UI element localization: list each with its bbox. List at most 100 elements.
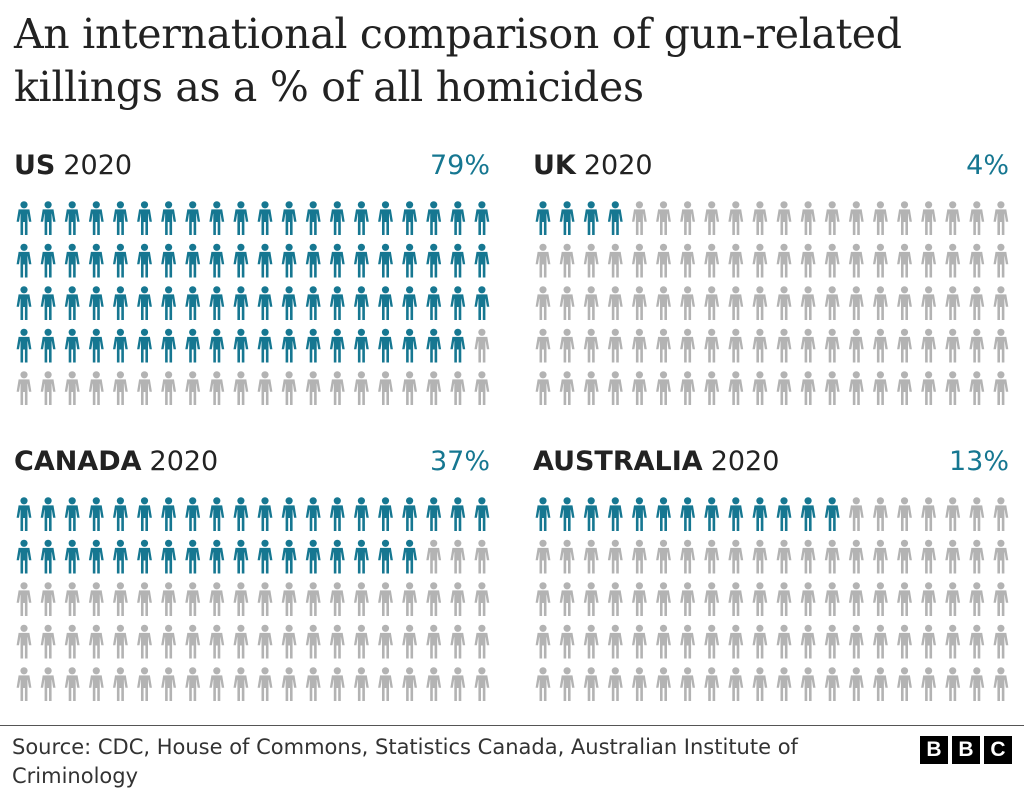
person-icon <box>233 582 249 616</box>
person-icon <box>474 667 490 701</box>
percentage-label: 79% <box>429 150 490 181</box>
person-icon <box>848 624 864 659</box>
person-icon <box>969 667 985 701</box>
person-icon-highlighted <box>378 539 393 574</box>
person-icon-highlighted <box>137 286 152 320</box>
person-icon <box>656 667 671 701</box>
person-icon-highlighted <box>88 286 104 320</box>
person-icon <box>535 243 551 278</box>
person-icon <box>40 371 56 405</box>
panel-australia: AUSTRALIA 2020 13% <box>533 446 1009 701</box>
person-icon <box>450 667 466 701</box>
person-icon <box>88 371 104 405</box>
person-icon-highlighted <box>137 201 152 235</box>
person-icon <box>993 201 1009 235</box>
person-icon-highlighted <box>426 328 442 363</box>
pictogram-grid <box>14 496 490 701</box>
person-icon <box>993 371 1009 405</box>
person-icon <box>848 286 864 320</box>
person-icon-highlighted <box>450 328 466 363</box>
person-icon <box>607 624 623 659</box>
person-icon <box>535 539 551 574</box>
person-icon <box>752 243 768 278</box>
person-icon <box>559 582 575 616</box>
person-icon-highlighted <box>16 539 32 574</box>
person-icon <box>776 371 792 405</box>
year-label: 2020 <box>149 446 219 477</box>
person-icon <box>88 624 104 659</box>
person-icon <box>824 371 840 405</box>
pictogram-grid <box>533 496 1009 701</box>
person-icon-highlighted <box>40 243 56 278</box>
person-icon-highlighted <box>402 497 417 531</box>
person-icon-highlighted <box>40 286 56 320</box>
person-icon-highlighted <box>257 497 273 531</box>
person-icon-highlighted <box>185 539 201 574</box>
person-icon-highlighted <box>209 201 225 235</box>
person-icon <box>656 582 671 616</box>
person-icon <box>848 539 864 574</box>
person-icon-highlighted <box>402 328 417 363</box>
person-icon <box>329 371 345 405</box>
person-icon-highlighted <box>233 539 249 574</box>
person-icon <box>704 582 720 616</box>
person-icon <box>945 624 961 659</box>
person-icon <box>824 667 840 701</box>
panel-canada: CANADA 2020 37% <box>14 446 490 701</box>
person-icon <box>607 539 623 574</box>
person-icon <box>945 243 961 278</box>
person-icon-highlighted <box>305 201 321 235</box>
person-icon-highlighted <box>113 201 128 235</box>
person-icon <box>426 539 442 574</box>
person-icon <box>945 286 961 320</box>
person-icon <box>680 328 695 363</box>
person-icon <box>450 582 466 616</box>
person-icon <box>752 582 768 616</box>
person-icon <box>583 667 599 701</box>
person-icon <box>993 497 1009 531</box>
person-icon-highlighted <box>161 286 176 320</box>
person-icon <box>776 243 792 278</box>
person-icon <box>402 667 417 701</box>
person-icon <box>426 582 442 616</box>
person-icon-highlighted <box>64 497 80 531</box>
person-icon <box>873 539 888 574</box>
person-icon-highlighted <box>305 243 321 278</box>
person-icon <box>800 201 816 235</box>
person-icon <box>824 582 840 616</box>
person-icon-highlighted <box>535 497 551 531</box>
person-icon-highlighted <box>281 497 297 531</box>
person-icon <box>16 624 32 659</box>
person-icon-highlighted <box>40 201 56 235</box>
person-icon <box>281 667 297 701</box>
person-icon-highlighted <box>378 328 393 363</box>
person-icon <box>752 328 768 363</box>
person-icon <box>969 624 985 659</box>
person-icon <box>161 624 176 659</box>
person-icon-highlighted <box>632 497 647 531</box>
footer-divider <box>0 725 1024 726</box>
person-icon <box>402 582 417 616</box>
person-icon <box>921 624 936 659</box>
person-icon <box>680 286 695 320</box>
person-icon <box>776 539 792 574</box>
person-icon-highlighted <box>137 539 152 574</box>
person-icon-highlighted <box>402 243 417 278</box>
person-icon <box>209 582 225 616</box>
person-icon <box>185 582 201 616</box>
person-icon-highlighted <box>607 201 623 235</box>
person-icon-highlighted <box>354 497 369 531</box>
person-icon-highlighted <box>354 328 369 363</box>
person-icon <box>137 667 152 701</box>
country-label: CANADA <box>14 446 142 477</box>
person-icon-highlighted <box>64 328 80 363</box>
person-icon-highlighted <box>354 539 369 574</box>
person-icon-highlighted <box>233 201 249 235</box>
person-icon <box>776 667 792 701</box>
person-icon-highlighted <box>305 539 321 574</box>
person-icon-highlighted <box>656 497 671 531</box>
person-icon <box>873 497 888 531</box>
person-icon-highlighted <box>281 243 297 278</box>
person-icon <box>969 243 985 278</box>
person-icon-highlighted <box>402 286 417 320</box>
